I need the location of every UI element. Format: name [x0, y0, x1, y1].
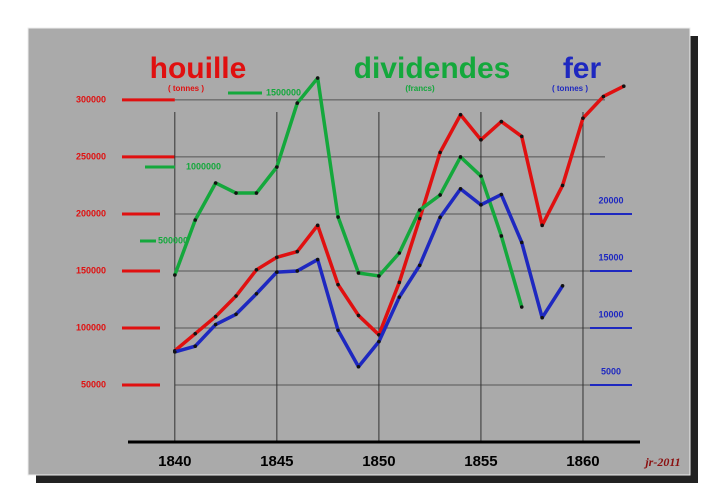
series-point	[438, 151, 442, 155]
x-tick-label: 1840	[158, 453, 191, 470]
series-point	[500, 234, 504, 238]
x-tick-label: 1860	[566, 453, 599, 470]
series-point	[357, 271, 361, 275]
series-point	[479, 174, 483, 178]
series-point	[275, 270, 279, 274]
series-point	[418, 217, 422, 221]
series-point	[214, 323, 218, 327]
series-point	[520, 305, 524, 309]
series-point	[459, 155, 463, 159]
y2-tick-label: 1000000	[186, 161, 221, 171]
series-point	[275, 165, 279, 169]
y-tick-label: 250000	[76, 151, 106, 161]
y-tick-label: 100000	[76, 322, 106, 332]
series-point	[295, 269, 299, 273]
series-point	[275, 255, 279, 259]
series-point	[540, 316, 544, 320]
series-point	[255, 292, 259, 296]
x-tick-label: 1850	[362, 453, 395, 470]
series-point	[438, 193, 442, 197]
series-point	[336, 283, 340, 287]
series-point	[193, 332, 197, 336]
series-point	[336, 215, 340, 219]
series-point	[173, 273, 177, 277]
series-point	[561, 284, 565, 288]
series-point	[214, 181, 218, 185]
series-point	[398, 251, 402, 255]
series-point	[418, 263, 422, 267]
y-tick-label: 300000	[76, 94, 106, 104]
series-point	[173, 350, 177, 354]
series-point	[622, 84, 626, 88]
y3-tick-label: 10000	[598, 309, 623, 319]
y3-tick-label: 5000	[601, 366, 621, 376]
series-point	[316, 76, 320, 80]
series-point	[520, 135, 524, 139]
series-point	[193, 344, 197, 348]
series-point	[214, 315, 218, 319]
credit: jr-2011	[643, 455, 680, 469]
y3-tick-label: 15000	[598, 252, 623, 262]
series-point	[438, 216, 442, 220]
legend-title: houille	[150, 52, 247, 85]
legend-unit: ( tonnes )	[552, 84, 588, 93]
y2-tick-label: 1500000	[266, 87, 301, 97]
series-point	[540, 224, 544, 228]
y2-tick-label: 500000	[158, 235, 188, 245]
series-point	[479, 203, 483, 207]
series-point	[255, 268, 259, 272]
series-point	[398, 281, 402, 285]
series-point	[520, 241, 524, 245]
series-point	[602, 95, 606, 99]
series-point	[561, 184, 565, 188]
series-point	[459, 113, 463, 117]
series-point	[459, 187, 463, 191]
legend-unit: ( tonnes )	[168, 84, 204, 93]
series-point	[255, 191, 259, 195]
series-point	[398, 295, 402, 299]
series-point	[316, 224, 320, 228]
x-tick-label: 1845	[260, 453, 293, 470]
series-point	[357, 314, 361, 318]
y3-tick-label: 20000	[598, 195, 623, 205]
x-tick-label: 1855	[464, 453, 497, 470]
panel	[28, 28, 690, 475]
series-point	[295, 101, 299, 105]
y-tick-label: 150000	[76, 265, 106, 275]
series-point	[234, 191, 238, 195]
legend-title: dividendes	[354, 52, 511, 85]
series-point	[500, 193, 504, 197]
series-point	[418, 208, 422, 212]
y-tick-label: 50000	[81, 379, 106, 389]
series-point	[234, 312, 238, 316]
series-point	[193, 218, 197, 222]
series-point	[377, 274, 381, 278]
legend-title: fer	[563, 52, 602, 85]
series-point	[357, 365, 361, 369]
series-point	[479, 138, 483, 142]
series-point	[336, 328, 340, 332]
legend-unit: (francs)	[405, 84, 435, 93]
series-point	[234, 294, 238, 298]
series-point	[581, 116, 585, 120]
series-point	[377, 340, 381, 344]
series-point	[295, 250, 299, 254]
y-tick-label: 200000	[76, 208, 106, 218]
series-point	[316, 258, 320, 262]
series-point	[500, 120, 504, 124]
